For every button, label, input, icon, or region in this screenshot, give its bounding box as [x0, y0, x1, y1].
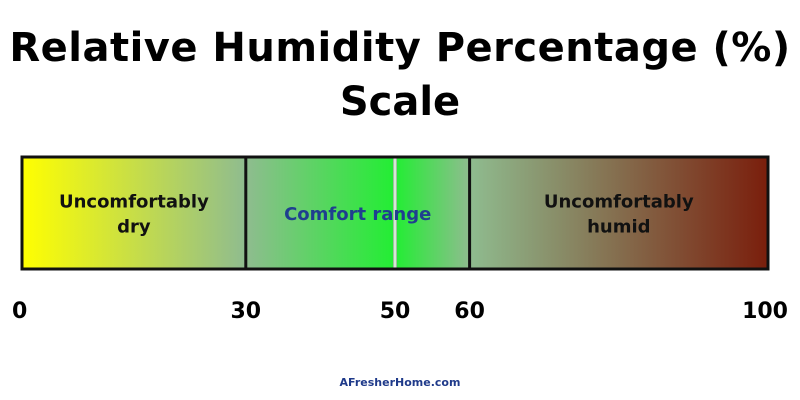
range-label-0-line-0: Uncomfortably [59, 192, 209, 213]
range-label-2-line-0: Uncomfortably [544, 192, 694, 213]
range-label-2: Uncomfortably humid [544, 192, 694, 238]
tick-label-30: 30 [230, 299, 261, 324]
range-label-0-line-1: dry [117, 217, 151, 238]
tick-label-100: 100 [742, 299, 788, 324]
range-label-1-line-0: Comfort range [284, 204, 431, 225]
tick-label-0: 0 [12, 299, 27, 324]
scale-bar-border [20, 155, 770, 271]
footer-source: AFresherHome.com [339, 376, 461, 389]
chart-title-line-1: Relative Humidity Percentage (%) [9, 25, 791, 71]
range-label-0: Uncomfortably dry [59, 192, 209, 238]
range-label-1: Comfort range [284, 204, 431, 225]
tick-label-50: 50 [380, 299, 411, 324]
chart-title-line-2: Scale [339, 79, 461, 125]
range-label-2-line-1: humid [587, 217, 650, 238]
tick-label-60: 60 [454, 299, 485, 324]
